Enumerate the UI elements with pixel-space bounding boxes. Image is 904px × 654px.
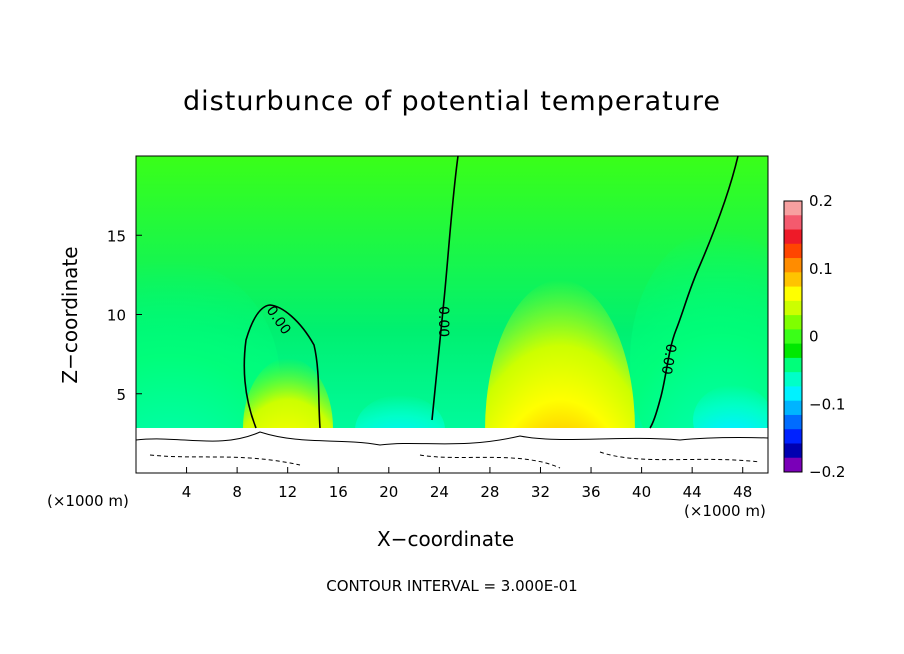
colorbar: 0.2 0.1 0 −0.1 −0.2 xyxy=(783,192,845,481)
chart-title: disturbunce of potential temperature xyxy=(183,86,721,117)
colorbar-swatch xyxy=(784,372,802,387)
colorbar-swatch xyxy=(784,243,802,259)
contour-label: 0.00 xyxy=(658,342,679,375)
x-axis-label: X−coordinate xyxy=(377,527,515,551)
x-axis: 4 8 12 16 20 24 28 32 36 40 44 48 xyxy=(182,467,752,501)
contour-label: 0.00 xyxy=(435,306,451,337)
colorbar-swatch xyxy=(784,400,802,416)
x-tick-label: 48 xyxy=(733,483,752,501)
colorbar-tick-label: 0.1 xyxy=(809,260,833,278)
warm-anomaly xyxy=(485,280,635,473)
colorbar-swatch xyxy=(784,429,802,444)
colorbar-tick-label: −0.1 xyxy=(809,395,845,413)
colorbar-swatch xyxy=(784,443,802,459)
y-tick-label: 10 xyxy=(107,307,126,325)
y-axis: 5 10 15 xyxy=(107,227,142,404)
colorbar-swatch xyxy=(784,457,802,473)
colorbar-swatch xyxy=(784,201,802,216)
colorbar-swatch xyxy=(784,315,802,330)
x-unit-label-left: (×1000 m) xyxy=(47,492,129,510)
x-tick-label: 12 xyxy=(278,483,297,501)
colorbar-swatch xyxy=(784,272,802,288)
colorbar-swatch xyxy=(784,386,802,402)
y-tick-label: 5 xyxy=(116,386,126,404)
x-tick-label: 40 xyxy=(632,483,651,501)
colorbar-swatch xyxy=(784,329,802,345)
y-tick-label: 15 xyxy=(107,227,126,245)
x-unit-label-right: (×1000 m) xyxy=(684,502,766,520)
colorbar-tick-label: −0.2 xyxy=(809,463,845,481)
colorbar-swatch xyxy=(784,229,802,245)
colorbar-swatch xyxy=(784,258,802,273)
x-tick-label: 32 xyxy=(531,483,550,501)
colorbar-swatch xyxy=(784,286,802,302)
colorbar-frame xyxy=(783,200,803,473)
x-tick-label: 28 xyxy=(480,483,499,501)
colorbar-swatch xyxy=(784,414,802,430)
terrain-region xyxy=(136,428,768,473)
contour-interval-note: CONTOUR INTERVAL = 3.000E-01 xyxy=(326,577,578,595)
contour-lines xyxy=(136,156,768,469)
colorbar-swatch xyxy=(784,300,802,316)
colorbar-swatch xyxy=(784,215,802,231)
x-tick-label: 44 xyxy=(683,483,702,501)
x-tick-label: 36 xyxy=(581,483,600,501)
x-tick-label: 8 xyxy=(232,483,242,501)
x-tick-label: 20 xyxy=(379,483,398,501)
x-tick-label: 24 xyxy=(430,483,449,501)
colorbar-tick-label: 0 xyxy=(809,328,819,346)
colorbar-swatch xyxy=(784,343,802,359)
colorbar-tick-label: 0.2 xyxy=(809,192,833,210)
colorbar-swatch xyxy=(784,357,802,373)
x-tick-label: 16 xyxy=(329,483,348,501)
heatmap-field xyxy=(136,156,768,473)
x-tick-label: 4 xyxy=(182,483,192,501)
